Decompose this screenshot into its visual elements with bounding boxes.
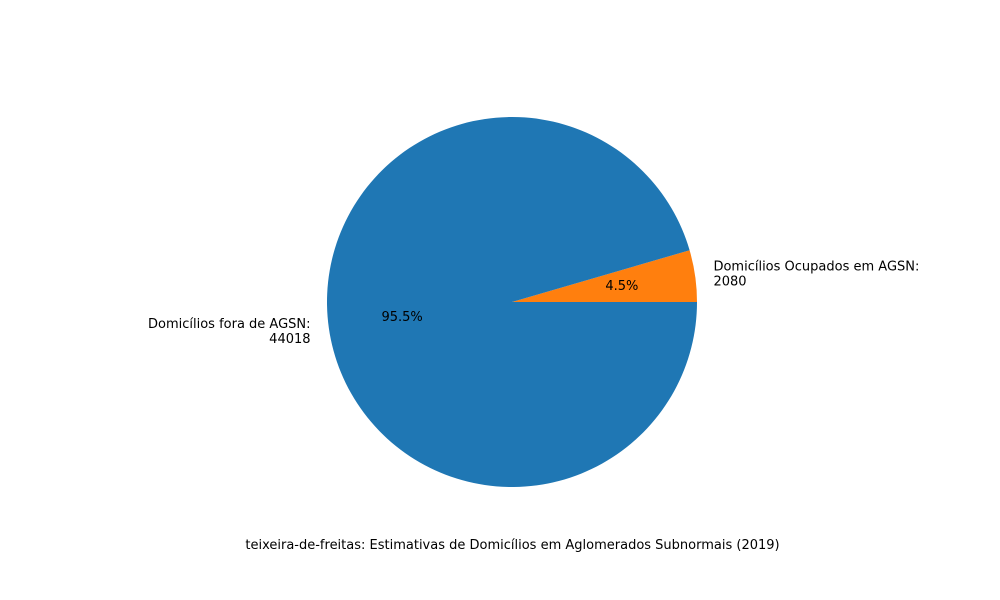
pie-slice-0 [512,250,697,302]
pie-category-label-0: Domicílios Ocupados em AGSN: 2080 [713,259,919,289]
pie-pct-label-0: 4.5% [605,279,638,294]
pie-slice-1 [327,117,697,488]
pie-category-label-1: Domicílios fora de AGSN: 44018 [148,317,311,347]
pie-slices [327,117,697,488]
pie-labels: 4.5% Domicílios Ocupados em AGSN: 2080 95.5… [148,259,919,347]
pie-pct-label-1: 95.5% [381,310,422,325]
chart-caption: teixeira-de-freitas: Estimativas de Domi… [245,538,780,553]
